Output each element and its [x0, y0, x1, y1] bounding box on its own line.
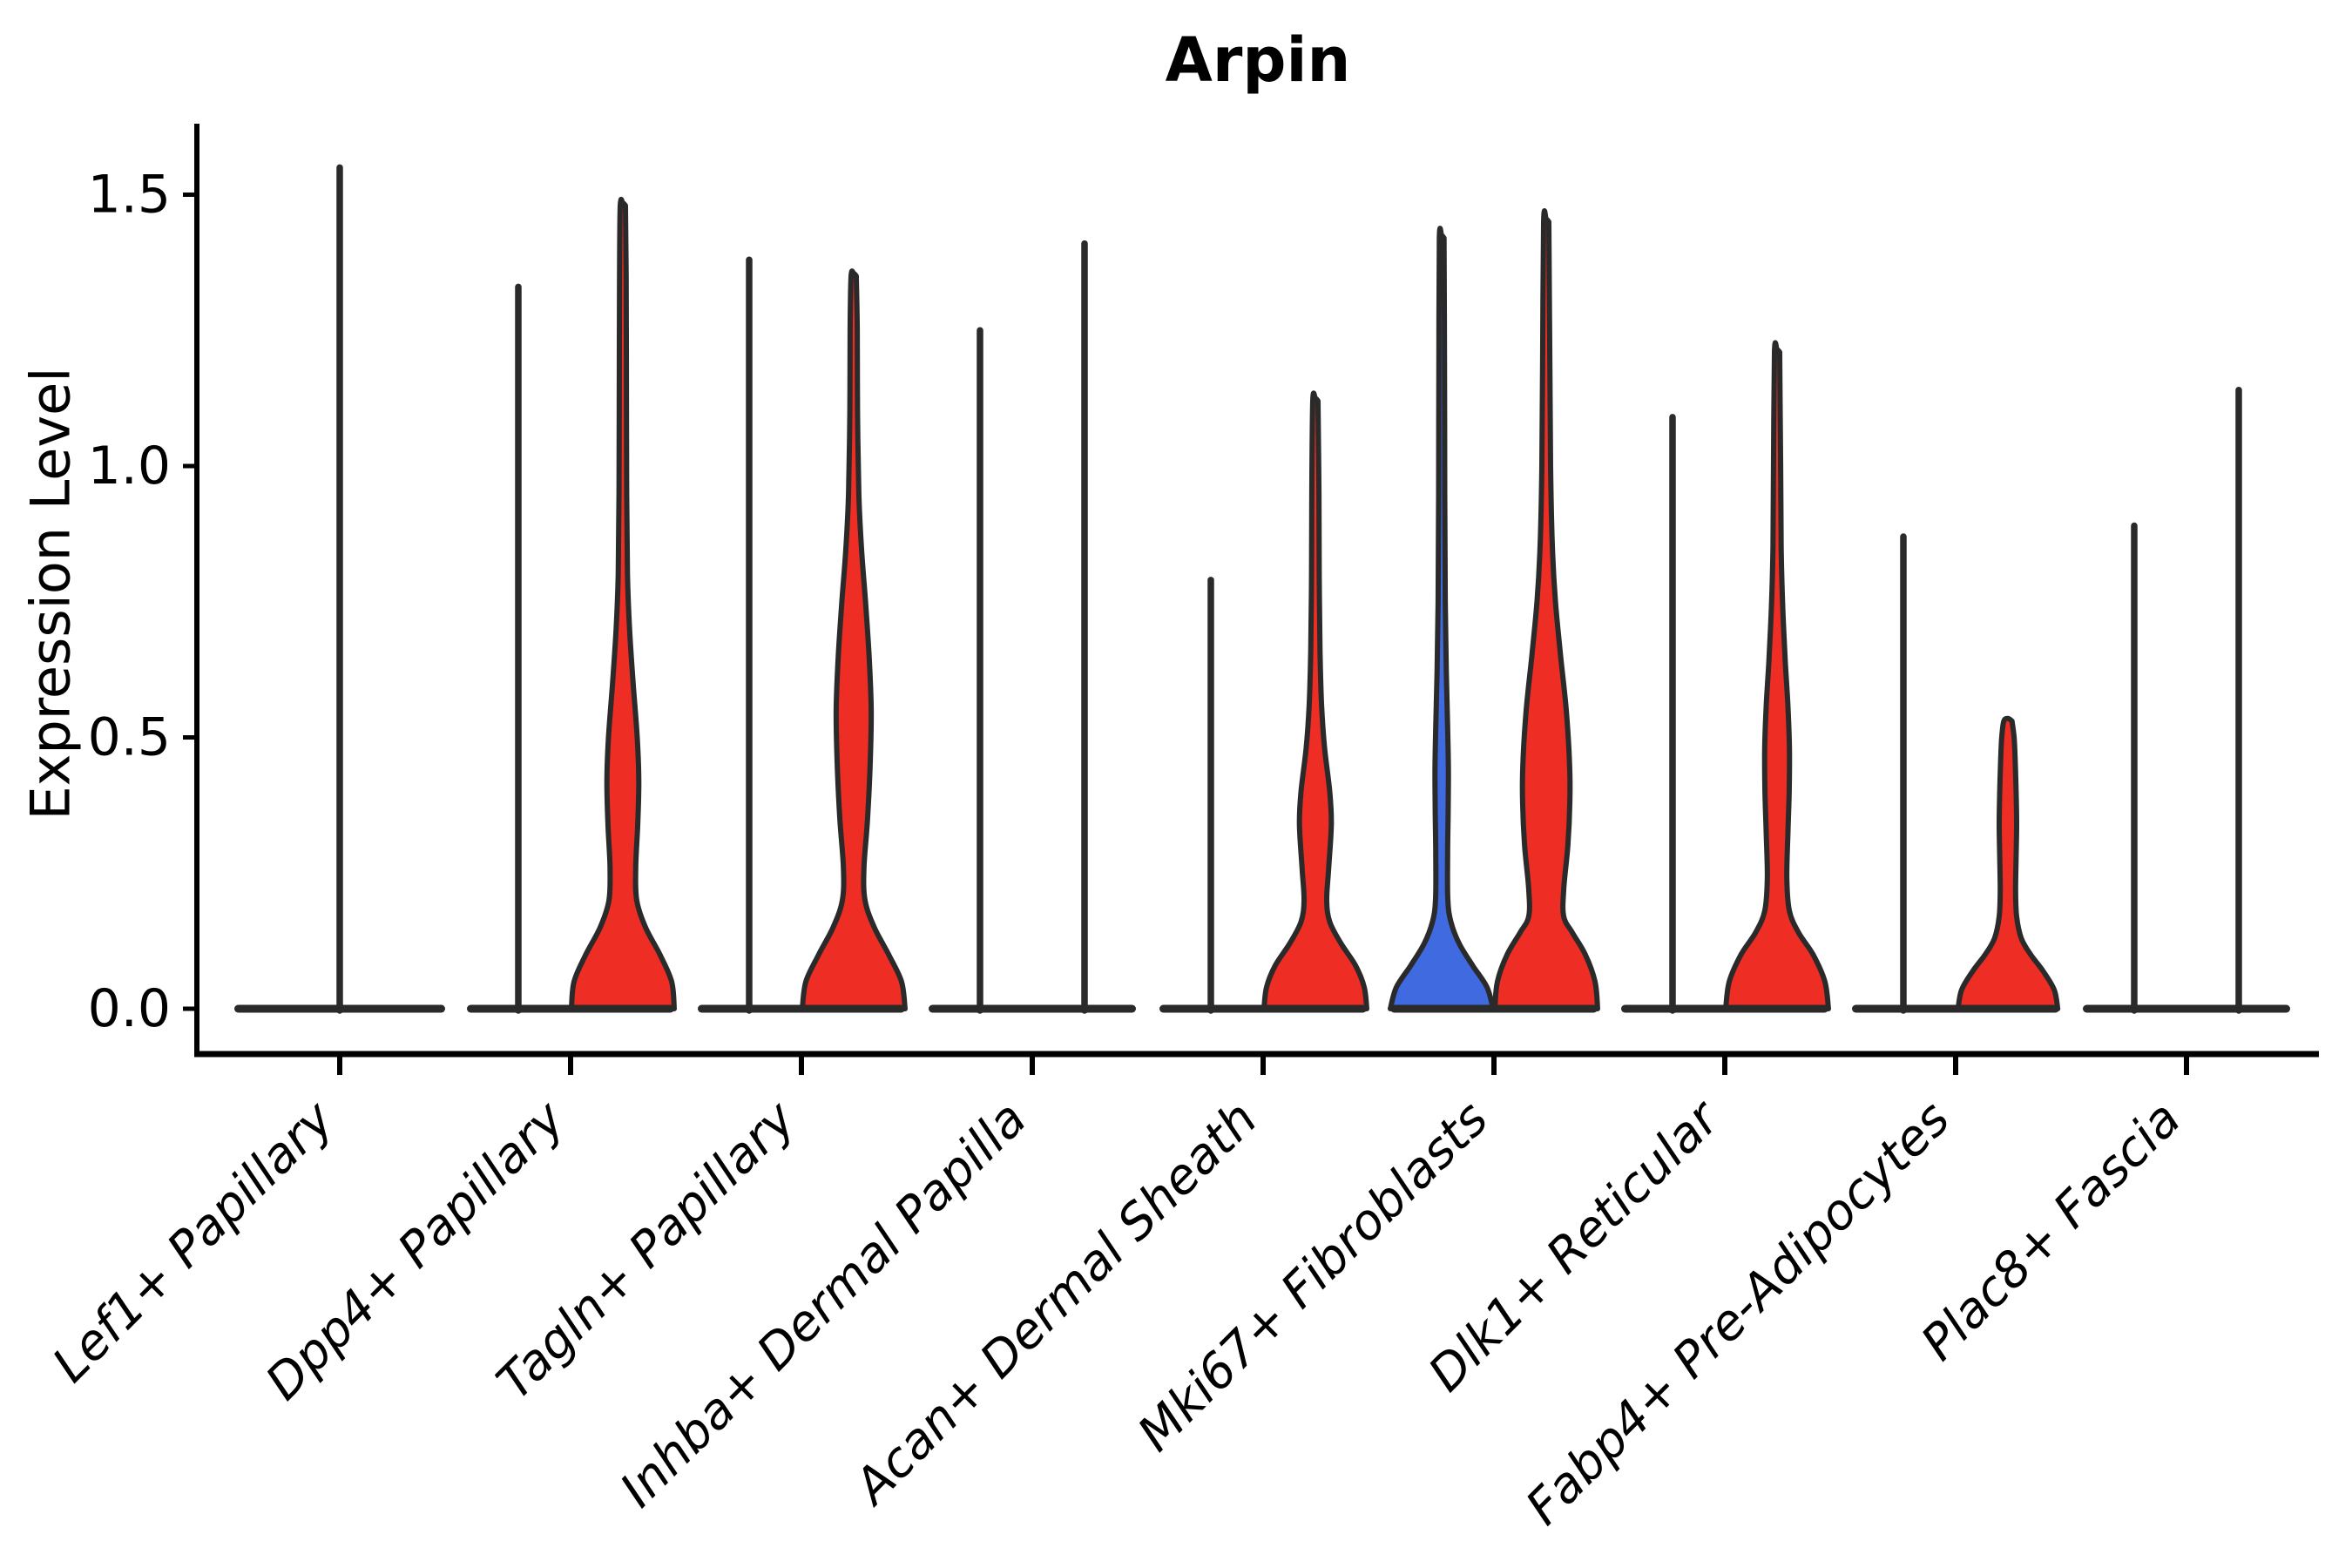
violin-8-right-red [1955, 715, 2061, 1011]
baseline-bar-3 [698, 1004, 905, 1013]
violin-7-right-red [1723, 340, 1831, 1011]
violin-6-right-red [1492, 208, 1600, 1011]
baseline-bar-6 [1390, 1004, 1598, 1013]
chart-title: Arpin [1165, 24, 1351, 96]
y-tick-label: 0.5 [88, 707, 171, 768]
x-tick-label-4: Inhba+ Dermal Papilla [610, 1091, 1037, 1518]
violin-5-right-red [1261, 390, 1369, 1011]
y-tick-label: 1.5 [88, 165, 171, 226]
baseline-bar-7 [1621, 1004, 1828, 1013]
violin-3-right-red [800, 268, 908, 1011]
baseline-bar-4 [929, 1004, 1136, 1013]
y-tick-label: 1.0 [88, 436, 171, 497]
y-tick-label: 0.0 [88, 978, 171, 1039]
violin-6-left-blue [1388, 226, 1496, 1011]
x-tick-label-5: Acan+ Dermal Sheath [842, 1091, 1268, 1517]
baseline-bar-2 [467, 1004, 674, 1013]
violin-2-right-red [569, 196, 677, 1011]
baseline-bar-8 [1852, 1004, 2059, 1013]
baseline-bar-9 [2083, 1004, 2290, 1013]
baseline-bar-1 [234, 1004, 445, 1013]
x-tick-label-8: Fabp4+ Pre-Adipocytes [1516, 1091, 1961, 1536]
baseline-bar-5 [1159, 1004, 1367, 1013]
